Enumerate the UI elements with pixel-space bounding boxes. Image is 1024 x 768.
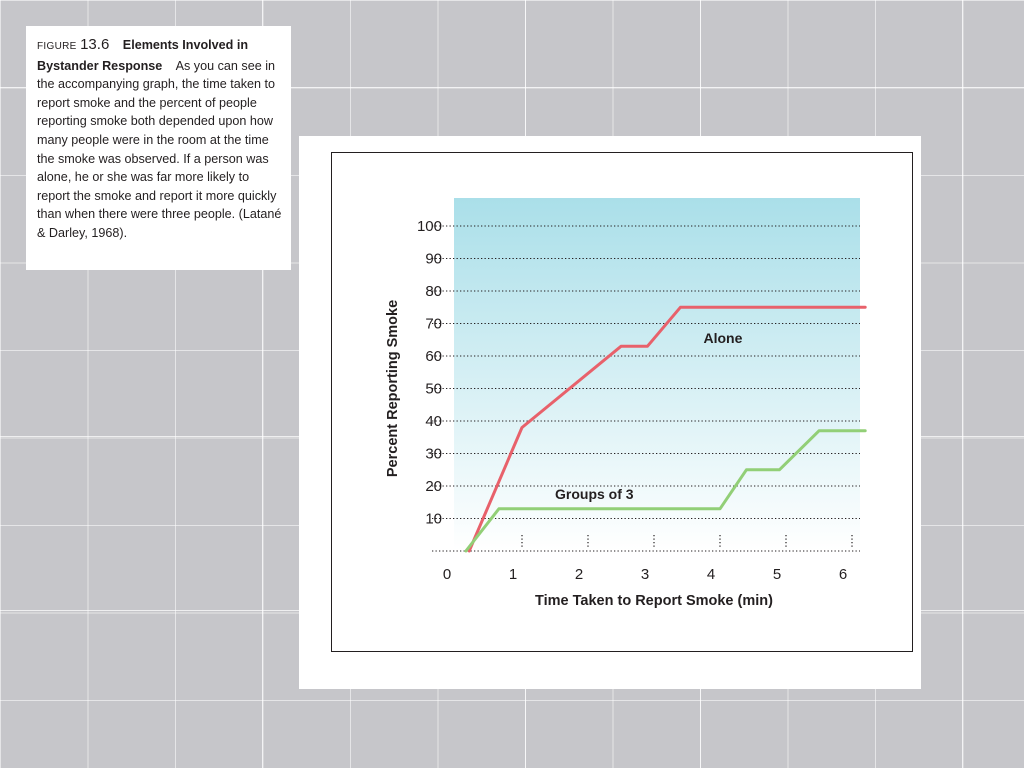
- figure-body-text: As you can see in the accompanying graph…: [37, 58, 282, 240]
- series-line-groups-of-3: [464, 429, 867, 553]
- figure-caption: FIGURE 13.6 Elements Involved in Bystand…: [26, 26, 291, 270]
- series-label-groups-of-3: Groups of 3: [555, 486, 634, 502]
- x-tick-label: 3: [641, 566, 649, 583]
- figure-number: 13.6: [80, 36, 110, 53]
- y-tick-label: 100: [417, 218, 442, 235]
- figure-word: FIGURE: [37, 41, 77, 52]
- series-label-alone: Alone: [704, 330, 743, 346]
- x-tick-label: 6: [839, 566, 847, 583]
- background-grid-line: [962, 0, 963, 768]
- x-axis-title: Time Taken to Report Smoke (min): [535, 593, 773, 609]
- y-tick-label: 90: [425, 251, 442, 268]
- x-tick-label: 5: [773, 566, 781, 583]
- series-line-alone: [467, 305, 867, 553]
- y-tick-label: 60: [425, 348, 442, 365]
- chart-panel: 10 20 30 40 50 60 70 80 90 100 0 1 2 3 4 5 6 Alone Group…: [299, 136, 921, 689]
- y-tick-label: 80: [425, 283, 442, 300]
- y-tick-label: 10: [425, 511, 442, 528]
- y-tick-label: 20: [425, 478, 442, 495]
- x-tick-label: 2: [575, 566, 583, 583]
- y-tick-label: 50: [425, 381, 442, 398]
- line-chart: 10 20 30 40 50 60 70 80 90 100 0 1 2 3 4 5 6 Alone Group…: [385, 198, 867, 609]
- y-tick-label: 30: [425, 446, 442, 463]
- y-tick-label: 70: [425, 316, 442, 333]
- figure-title: Elements Involved in Bystander Response: [37, 38, 249, 73]
- x-tick-label: 0: [443, 566, 451, 583]
- background-grid-line: [262, 0, 263, 768]
- x-tick-label: 4: [707, 566, 715, 583]
- chart-frame: 10 20 30 40 50 60 70 80 90 100 0 1 2 3 4 5 6 Alone Group…: [331, 152, 913, 652]
- background-grid-line: [0, 87, 1024, 88]
- y-axis-title: Percent Reporting Smoke: [385, 300, 401, 477]
- y-tick-label: 40: [425, 413, 442, 430]
- x-tick-label: 1: [509, 566, 517, 583]
- plot-area-background: [454, 198, 860, 551]
